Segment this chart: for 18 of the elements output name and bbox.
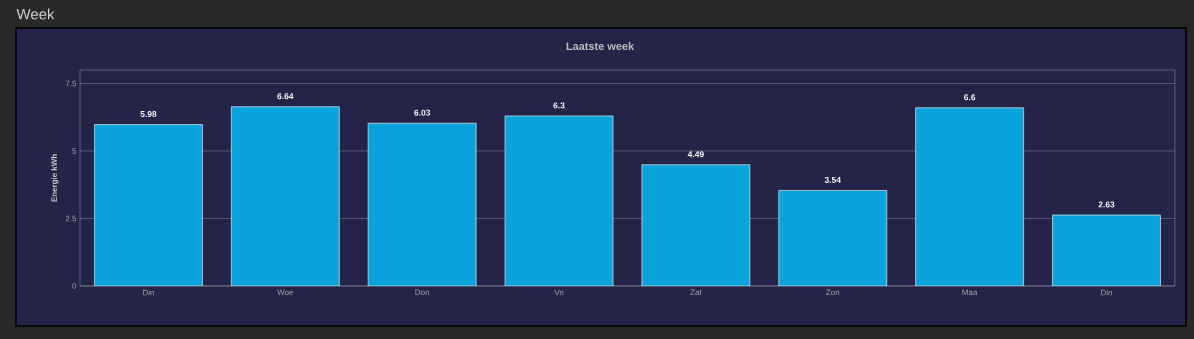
chart-subtitle: Laatste week [566,41,635,51]
data-label: 4.49 [687,151,704,158]
data-label: 6.6 [964,94,976,101]
chart-title: Week [16,8,55,20]
data-label: 6.03 [414,109,431,116]
bar [94,124,203,286]
bar [231,106,340,286]
data-label: 6.64 [277,93,294,100]
data-label: 5.98 [140,111,157,118]
data-label: 2.63 [1098,201,1115,208]
bar [367,122,477,286]
data-label: 3.54 [824,176,841,183]
bar [915,107,1024,286]
bar [1052,214,1161,286]
bar [504,115,614,286]
bar [641,164,751,286]
data-label: 6.3 [553,102,565,109]
bar [778,190,888,286]
